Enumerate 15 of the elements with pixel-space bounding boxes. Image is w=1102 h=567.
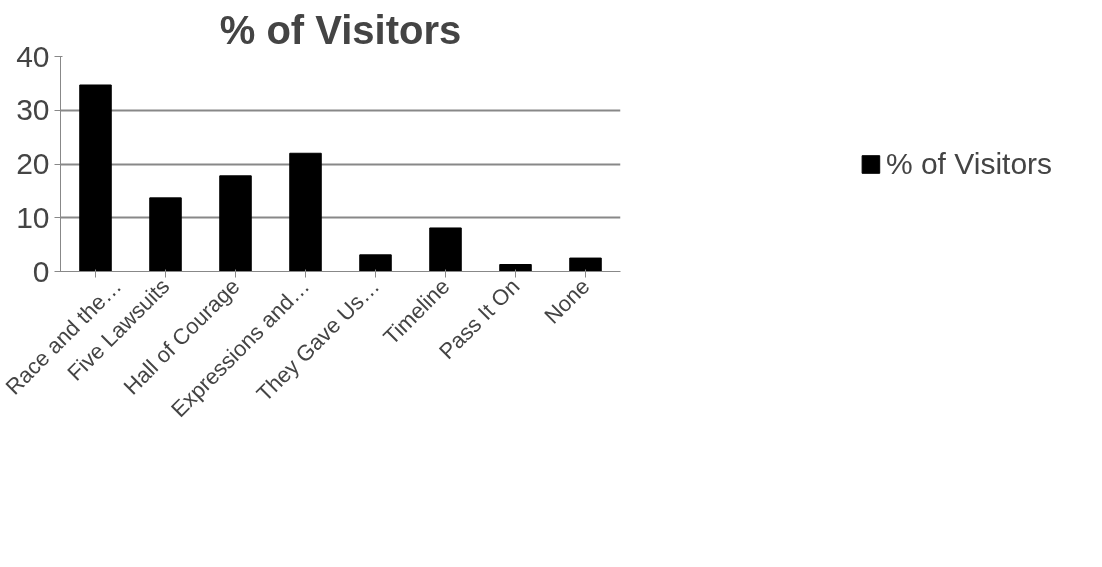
y-tick-label: 30 — [16, 93, 50, 127]
bar — [429, 227, 462, 272]
bar — [359, 254, 392, 272]
legend-label: % of Visitors — [885, 146, 1053, 181]
y-tick-label: 0 — [32, 254, 50, 288]
y-tick-label: 10 — [16, 200, 50, 234]
bar — [149, 197, 182, 272]
bar — [569, 257, 602, 272]
bar — [499, 264, 532, 272]
bar — [219, 175, 252, 272]
bar — [289, 152, 322, 272]
y-tick-label: 20 — [16, 147, 50, 180]
bar — [79, 84, 112, 272]
y-tick-label: 40 — [16, 39, 50, 73]
chart-title: % of Visitors — [219, 7, 462, 52]
